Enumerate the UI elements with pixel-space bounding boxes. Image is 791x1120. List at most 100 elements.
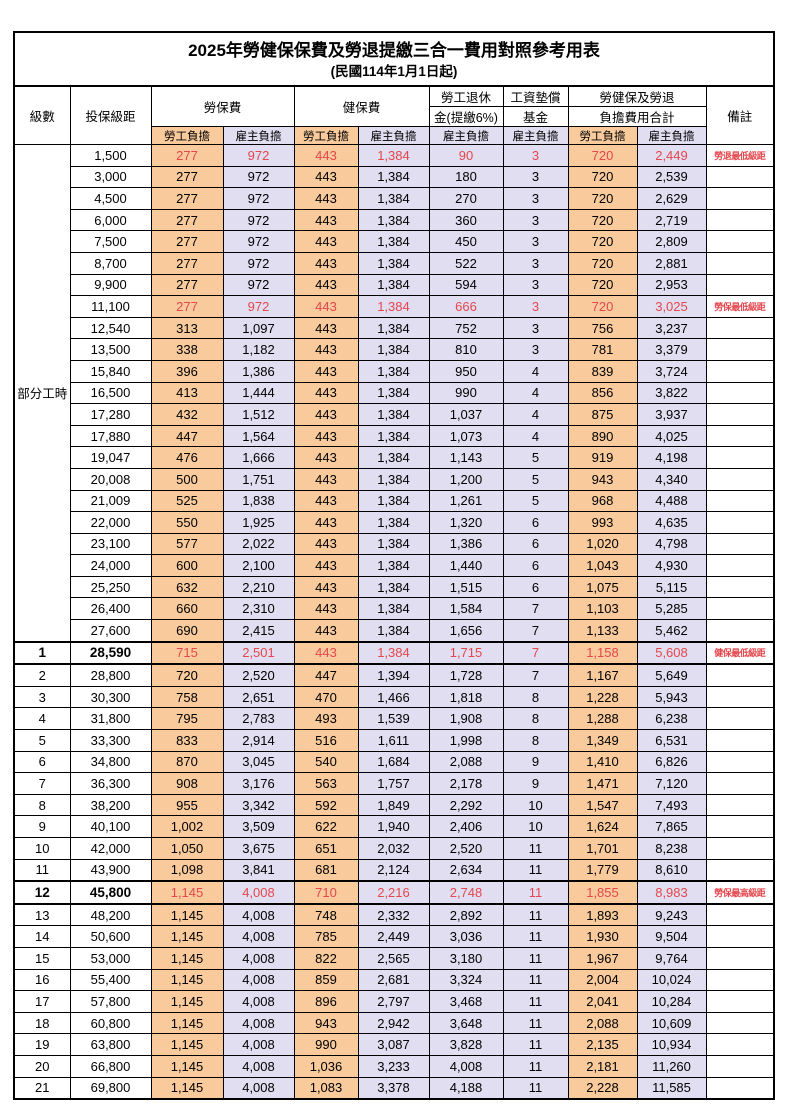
cell-remark bbox=[705, 403, 775, 426]
cell-health-employee: 443 bbox=[293, 359, 359, 383]
cell-remark bbox=[705, 772, 775, 795]
cell-health-employer: 2,797 bbox=[357, 990, 430, 1013]
cell-bracket: 21,009 bbox=[69, 489, 152, 513]
cell-remark bbox=[705, 251, 775, 275]
cell-wage-fund-employer: 10 bbox=[502, 815, 569, 838]
table-row: 15,840 396 1,386 443 1,384 950 4 839 3,724 bbox=[14, 359, 775, 383]
cell-total-employee: 1,547 bbox=[567, 793, 638, 817]
cell-health-employer: 1,849 bbox=[357, 793, 430, 817]
cell-remark bbox=[705, 511, 775, 534]
title-row: 2025年勞健保保費及勞退提繳三合一費用對照參考用表 (民國114年1月1日起) bbox=[13, 31, 775, 87]
cell-health-employer: 1,384 bbox=[357, 316, 430, 340]
cell-bracket: 19,047 bbox=[69, 446, 152, 469]
cell-health-employer: 1,384 bbox=[357, 554, 430, 577]
cell-total-employer: 11,585 bbox=[636, 1076, 707, 1100]
cell-labor-employee: 1,098 bbox=[150, 858, 224, 882]
cell-total-employee: 2,041 bbox=[567, 990, 638, 1013]
cell-level: 17 bbox=[13, 990, 71, 1013]
table-row: 5 33,300 833 2,914 516 1,611 1,998 8 1,349 6,531 bbox=[13, 729, 775, 752]
cell-total-employer: 4,488 bbox=[636, 489, 707, 513]
cell-labor-employee: 313 bbox=[150, 316, 224, 340]
table-row: 12,540 313 1,097 443 1,384 752 3 756 3,237 bbox=[14, 316, 775, 340]
cell-health-employee: 896 bbox=[293, 990, 359, 1013]
cell-wage-fund-employer: 11 bbox=[502, 858, 569, 882]
table-row: 13,500 338 1,182 443 1,384 810 3 781 3,379 bbox=[14, 338, 775, 361]
cell-health-employee: 470 bbox=[293, 685, 359, 709]
cell-health-employee: 443 bbox=[293, 467, 359, 491]
cell-labor-employee: 277 bbox=[150, 165, 224, 189]
cell-health-employer: 1,384 bbox=[357, 273, 430, 297]
cell-total-employer: 4,025 bbox=[636, 424, 707, 448]
cell-bracket: 57,800 bbox=[69, 990, 152, 1013]
cell-bracket: 53,000 bbox=[69, 946, 152, 970]
cell-labor-employee: 432 bbox=[150, 403, 224, 426]
cell-total-employer: 4,798 bbox=[636, 532, 707, 556]
cell-bracket: 38,200 bbox=[69, 793, 152, 817]
cell-health-employer: 1,384 bbox=[357, 511, 430, 534]
cell-health-employer: 1,384 bbox=[357, 187, 430, 210]
cell-health-employee: 443 bbox=[293, 403, 359, 426]
cell-total-employer: 5,285 bbox=[636, 597, 707, 621]
cell-total-employee: 2,135 bbox=[567, 1033, 638, 1056]
cell-remark bbox=[705, 424, 775, 448]
cell-bracket: 69,800 bbox=[69, 1076, 152, 1100]
cell-wage-fund-employer: 8 bbox=[502, 729, 569, 752]
table-row: 9,900 277 972 443 1,384 594 3 720 2,953 bbox=[14, 273, 775, 297]
cell-labor-employee: 690 bbox=[150, 619, 224, 643]
cell-level: 20 bbox=[13, 1054, 71, 1078]
cell-labor-employer: 2,310 bbox=[222, 597, 295, 621]
cell-total-employee: 1,930 bbox=[567, 925, 638, 948]
cell-remark bbox=[705, 946, 775, 970]
cell-labor-employee: 1,145 bbox=[150, 903, 224, 927]
cell-labor-employer: 4,008 bbox=[222, 880, 295, 905]
cell-health-employee: 443 bbox=[293, 489, 359, 513]
cell-bracket: 66,800 bbox=[69, 1054, 152, 1078]
cell-labor-employee: 396 bbox=[150, 359, 224, 383]
cell-labor-employer: 3,509 bbox=[222, 815, 295, 838]
table-row: 24,000 600 2,100 443 1,384 1,440 6 1,043 4,930 bbox=[14, 554, 775, 577]
cell-pension-employer: 752 bbox=[428, 316, 504, 340]
table-row: 12 45,800 1,145 4,008 710 2,216 2,748 11 1,855 8,… bbox=[13, 880, 775, 905]
cell-level: 8 bbox=[13, 793, 71, 817]
cell-health-employer: 1,940 bbox=[357, 815, 430, 838]
cell-pension-employer: 1,728 bbox=[428, 663, 504, 687]
cell-remark bbox=[705, 990, 775, 1013]
cell-wage-fund-employer: 6 bbox=[502, 554, 569, 577]
cell-wage-fund-employer: 4 bbox=[502, 403, 569, 426]
cell-labor-employee: 476 bbox=[150, 446, 224, 469]
cell-total-employer: 4,930 bbox=[636, 554, 707, 577]
col-header-labor-insurance: 勞保費 bbox=[150, 85, 295, 127]
cell-health-employer: 1,384 bbox=[357, 230, 430, 253]
header-group-row-2: 金(提繳6%) 基金 負擔費用合計 bbox=[14, 106, 774, 127]
cell-remark bbox=[705, 729, 775, 752]
cell-labor-employer: 4,008 bbox=[222, 946, 295, 970]
cell-total-employer: 9,764 bbox=[636, 946, 707, 970]
part-time-label: 部分工時 bbox=[13, 143, 71, 643]
cell-pension-employer: 2,178 bbox=[428, 772, 504, 795]
cell-wage-fund-employer: 3 bbox=[502, 251, 569, 275]
cell-bracket: 36,300 bbox=[69, 772, 152, 795]
cell-bracket: 4,500 bbox=[69, 187, 152, 210]
cell-health-employee: 443 bbox=[293, 446, 359, 469]
cell-total-employer: 6,531 bbox=[636, 729, 707, 752]
cell-labor-employer: 2,501 bbox=[222, 640, 295, 666]
cell-labor-employer: 972 bbox=[222, 187, 295, 210]
cell-wage-fund-employer: 5 bbox=[502, 446, 569, 469]
subheader-labor-employee: 勞工負擔 bbox=[150, 126, 224, 145]
cell-health-employer: 1,384 bbox=[357, 532, 430, 556]
cell-total-employee: 1,624 bbox=[567, 815, 638, 838]
cell-labor-employee: 277 bbox=[150, 295, 224, 318]
cell-bracket: 30,300 bbox=[69, 685, 152, 709]
cell-health-employee: 1,036 bbox=[293, 1054, 359, 1078]
cell-remark bbox=[705, 489, 775, 513]
cell-labor-employee: 600 bbox=[150, 554, 224, 577]
cell-health-employee: 592 bbox=[293, 793, 359, 817]
cell-labor-employee: 833 bbox=[150, 729, 224, 752]
cell-labor-employee: 660 bbox=[150, 597, 224, 621]
cell-total-employer: 5,649 bbox=[636, 663, 707, 687]
cell-health-employer: 1,384 bbox=[357, 403, 430, 426]
cell-health-employer: 1,384 bbox=[357, 251, 430, 275]
cell-labor-employer: 3,342 bbox=[222, 793, 295, 817]
cell-wage-fund-employer: 5 bbox=[502, 467, 569, 491]
cell-health-employer: 1,384 bbox=[357, 467, 430, 491]
